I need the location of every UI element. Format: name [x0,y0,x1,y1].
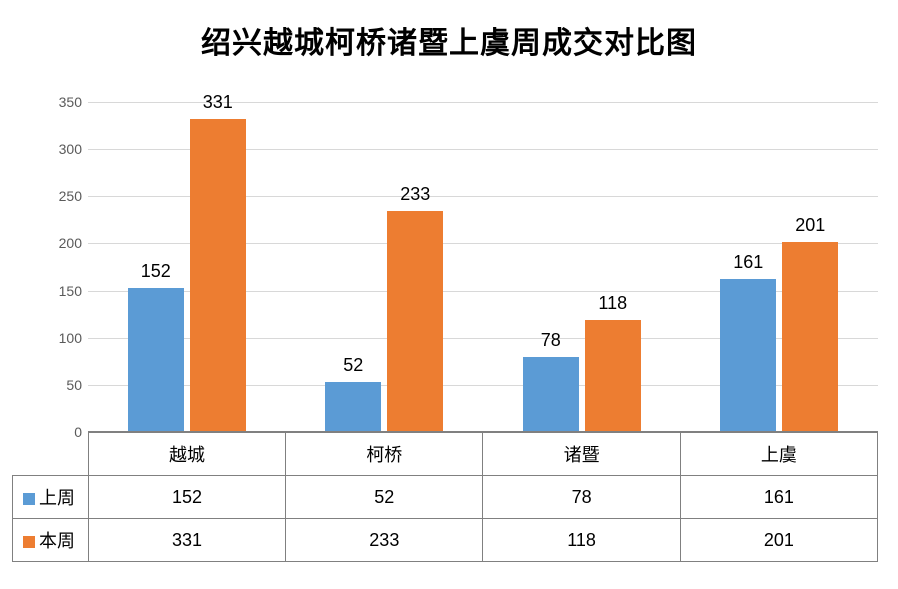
y-tick-label: 250 [2,188,82,204]
table-cell: 52 [286,476,483,519]
bar: 161 [720,279,776,431]
table-header-cell: 越城 [88,433,285,476]
legend-swatch-icon [23,493,35,505]
chart-container: 绍兴越城柯桥诸暨上虞周成交对比图 050100150200250300350 1… [0,0,898,589]
bar-value-label: 233 [400,184,430,205]
y-tick-label: 350 [2,94,82,110]
y-tick-label: 50 [2,377,82,393]
bar-value-label: 78 [541,330,561,351]
chart-title: 绍兴越城柯桥诸暨上虞周成交对比图 [0,18,898,62]
y-tick-label: 100 [2,330,82,346]
table-cell: 161 [680,476,877,519]
legend-cell-series-0: 上周 [13,476,89,519]
legend-label: 上周 [39,488,75,508]
y-tick-label: 300 [2,141,82,157]
bar: 233 [387,211,443,431]
table-cell: 331 [88,519,285,562]
bar-group: 52233 [286,102,484,431]
y-axis: 050100150200250300350 [0,102,88,432]
bar-value-label: 161 [733,252,763,273]
bars-region: 1523315223378118161201 [88,102,878,431]
bar-group: 161201 [681,102,879,431]
bar: 152 [128,288,184,431]
bar-group: 78118 [483,102,681,431]
table-cell: 118 [483,519,680,562]
bar: 331 [190,119,246,431]
bar: 52 [325,382,381,431]
table-cell: 152 [88,476,285,519]
y-tick-label: 150 [2,283,82,299]
table-row: 上周 152 52 78 161 [13,476,878,519]
table-header-cell: 上虞 [680,433,877,476]
bar: 201 [782,242,838,432]
bar-group: 152331 [88,102,286,431]
legend-cell-series-1: 本周 [13,519,89,562]
data-table: 越城 柯桥 诸暨 上虞 上周 152 52 78 161 本周 331 233 … [12,432,878,562]
bar-value-label: 118 [598,293,627,314]
bar-value-label: 201 [795,215,825,236]
table-cell: 233 [286,519,483,562]
table-row: 本周 331 233 118 201 [13,519,878,562]
table-header-row: 越城 柯桥 诸暨 上虞 [13,433,878,476]
legend-swatch-icon [23,536,35,548]
table-corner-cell [13,433,89,476]
table-header-cell: 柯桥 [286,433,483,476]
bar: 78 [523,357,579,431]
bar-value-label: 52 [343,355,363,376]
table-header-cell: 诸暨 [483,433,680,476]
table-cell: 78 [483,476,680,519]
bar-value-label: 331 [203,92,233,113]
table-cell: 201 [680,519,877,562]
legend-label: 本周 [39,531,75,551]
y-tick-label: 200 [2,235,82,251]
bar-value-label: 152 [141,261,171,282]
plot-area: 1523315223378118161201 [88,102,878,432]
bar: 118 [585,320,641,431]
